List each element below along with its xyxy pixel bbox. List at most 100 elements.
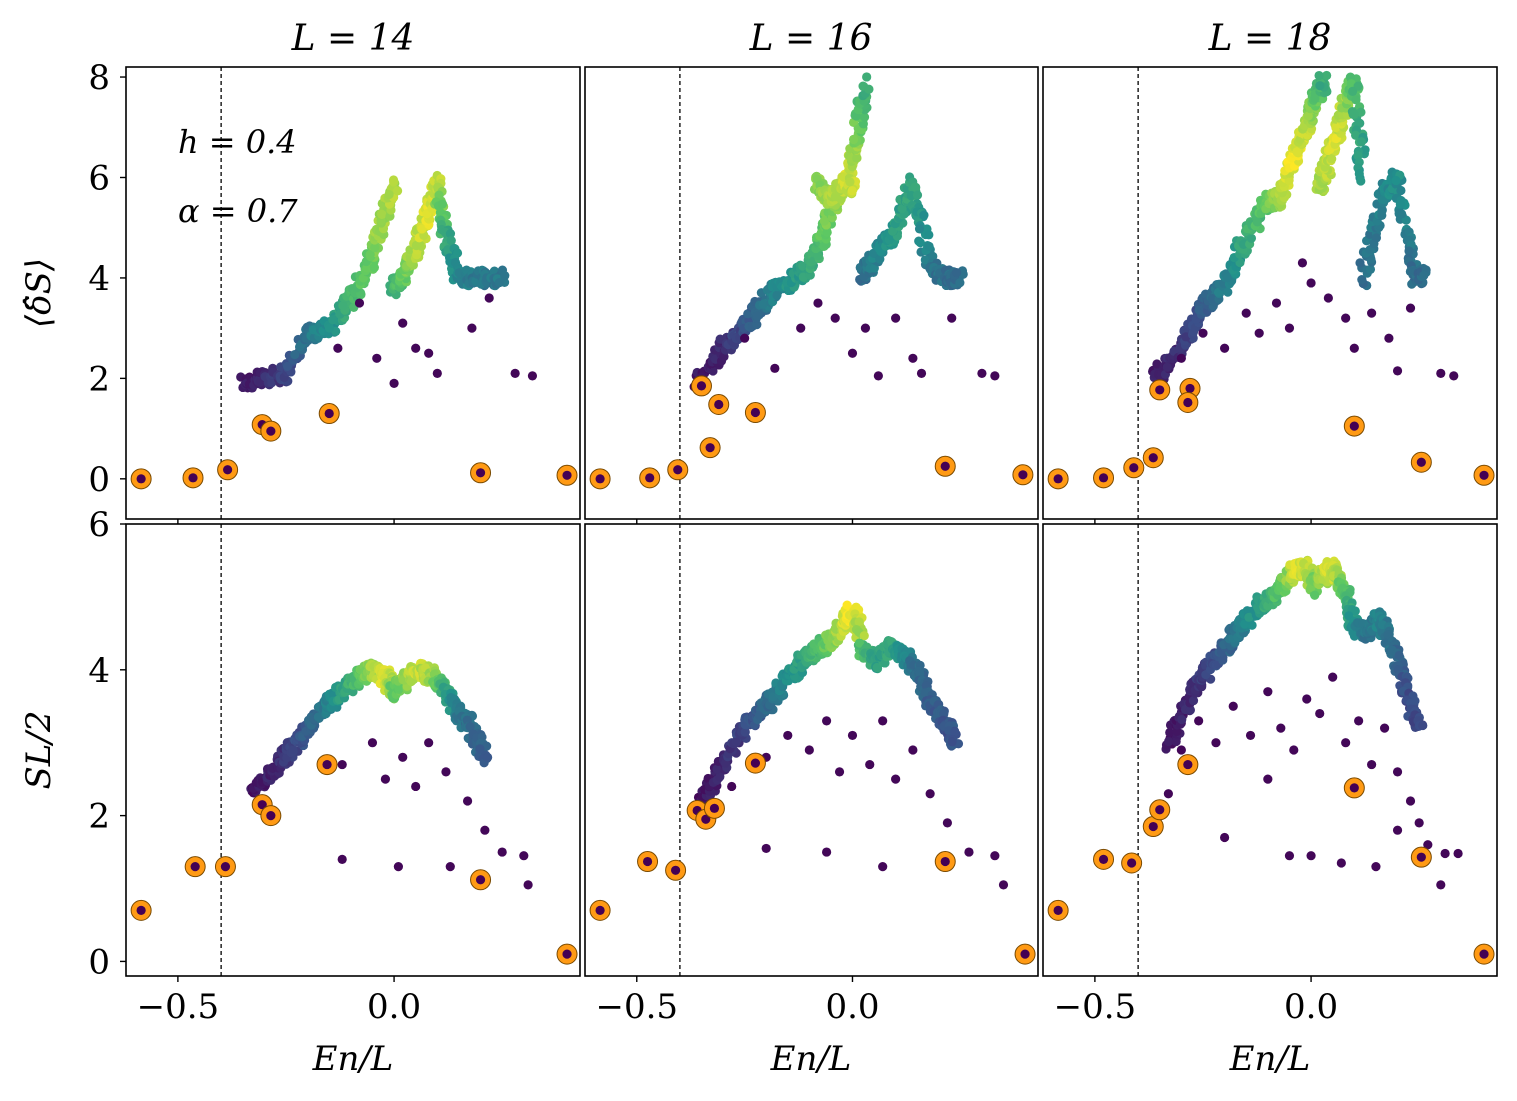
data-point — [1392, 825, 1403, 835]
data-point — [384, 189, 394, 200]
plot-marks — [589, 67, 1034, 519]
y-tick-label: 6 — [88, 505, 110, 545]
data-point — [1177, 714, 1187, 725]
data-point — [1263, 774, 1273, 784]
highlight-point — [940, 461, 950, 471]
data-point — [770, 363, 780, 373]
data-point — [852, 153, 862, 163]
data-point — [354, 298, 365, 308]
highlight-point — [1185, 383, 1195, 394]
data-point — [916, 368, 927, 378]
highlight-point — [1183, 397, 1193, 408]
data-point — [348, 687, 358, 697]
data-point — [1228, 701, 1238, 711]
data-point — [955, 278, 965, 288]
data-point — [365, 250, 375, 260]
data-point — [813, 251, 823, 261]
data-point — [1254, 328, 1264, 338]
highlight-point — [1479, 949, 1489, 959]
data-point — [484, 293, 494, 303]
data-point — [1392, 366, 1403, 376]
highlight-point — [750, 758, 761, 768]
data-point — [372, 353, 382, 363]
data-point — [947, 737, 957, 747]
data-point — [1357, 275, 1367, 285]
x-tick-label: 0.0 — [367, 987, 421, 1027]
data-point — [1220, 832, 1230, 843]
data-point — [1392, 767, 1403, 777]
highlight-point — [1416, 457, 1426, 467]
data-point — [854, 617, 864, 627]
ylabel-top: ⟨δ̂S⟩ — [19, 258, 59, 328]
highlight-point — [188, 473, 198, 483]
plot-area — [1043, 67, 1497, 519]
highlight-point — [1148, 453, 1158, 463]
y-tick-label: 8 — [88, 58, 110, 98]
data-point — [915, 238, 925, 248]
data-point — [897, 203, 907, 214]
highlight-point — [750, 407, 761, 418]
data-point — [370, 243, 380, 253]
highlight-point — [266, 811, 276, 821]
highlight-point — [645, 473, 655, 483]
data-point — [1328, 672, 1338, 682]
data-point — [1284, 323, 1295, 333]
data-point — [1367, 759, 1377, 770]
data-point — [393, 186, 403, 196]
highlight-point — [714, 399, 724, 410]
data-point — [798, 272, 808, 282]
highlight-point — [190, 862, 200, 872]
data-point — [446, 235, 456, 246]
data-point — [1303, 111, 1313, 121]
data-point — [1405, 303, 1416, 313]
data-point — [432, 368, 442, 378]
data-point — [859, 112, 870, 122]
highlight-point — [1053, 905, 1063, 915]
data-point — [1165, 727, 1175, 738]
y-tick-label: 2 — [88, 797, 110, 837]
data-point — [1315, 81, 1325, 91]
axes-frame — [584, 66, 1039, 520]
axes-frame — [1042, 66, 1498, 520]
y-tick-label: 2 — [88, 359, 110, 399]
highlight-point — [940, 856, 950, 867]
data-point — [1391, 176, 1401, 186]
plot-marks — [589, 524, 1036, 976]
data-point — [1377, 205, 1387, 215]
data-point — [914, 224, 925, 234]
xlabel-right: En/L — [1229, 1039, 1311, 1079]
data-point — [813, 298, 823, 308]
highlight-point — [1155, 385, 1165, 395]
highlight-point — [475, 468, 486, 478]
highlight-point — [1416, 852, 1426, 862]
data-point — [497, 847, 507, 857]
data-point — [1289, 745, 1299, 755]
xlabel-left: En/L — [312, 1039, 394, 1079]
data-point — [288, 745, 298, 755]
data-point — [998, 880, 1009, 890]
highlight-point — [1183, 759, 1193, 770]
data-point — [990, 851, 1000, 861]
data-point — [1223, 287, 1233, 297]
data-point — [1419, 270, 1429, 281]
data-point — [845, 177, 855, 187]
y-tick-label: 4 — [88, 259, 110, 299]
data-point — [1176, 745, 1186, 755]
x-tick-label: 0.0 — [825, 987, 879, 1027]
data-point — [267, 378, 277, 388]
data-point — [848, 134, 859, 145]
highlight-point — [1148, 821, 1158, 832]
data-point — [1314, 70, 1324, 81]
highlight-point — [136, 474, 146, 484]
data-point — [411, 781, 421, 792]
data-point — [964, 847, 974, 857]
plot-marks — [1047, 524, 1495, 976]
highlight-point — [562, 949, 572, 959]
data-point — [830, 313, 840, 323]
data-point — [337, 854, 347, 864]
data-point — [1188, 696, 1199, 706]
data-point — [1336, 858, 1346, 868]
data-point — [1315, 708, 1325, 719]
x-tick-label: −0.5 — [1054, 987, 1137, 1027]
